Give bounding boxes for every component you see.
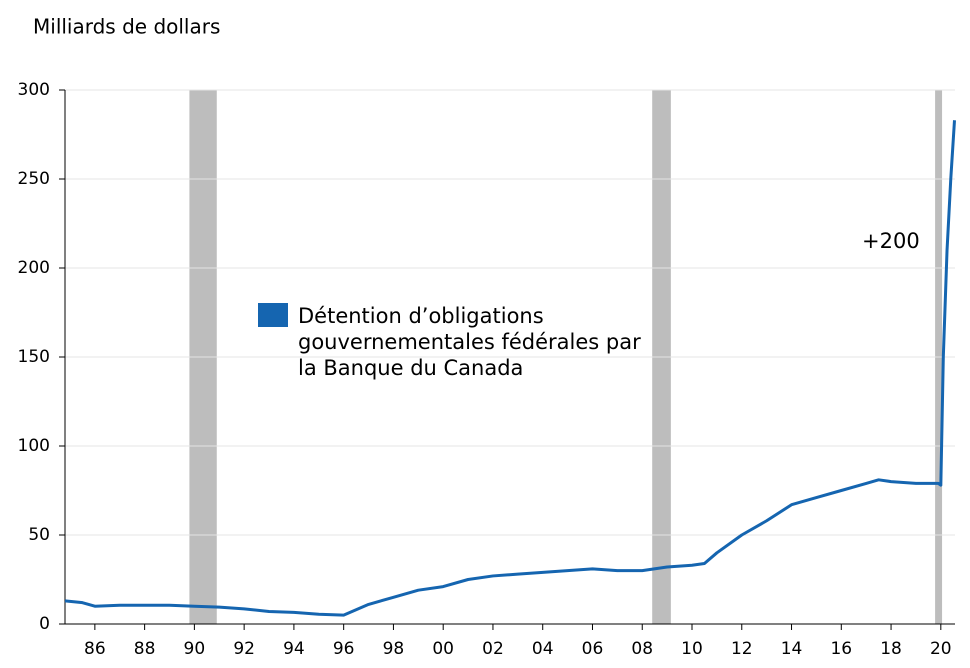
- x-tick-label: 06: [582, 639, 604, 659]
- x-tick-label: 96: [333, 639, 355, 659]
- y-tick-label: 150: [18, 347, 50, 367]
- y-axis-label: Milliards de dollars: [33, 15, 220, 39]
- x-tick-label: 14: [781, 639, 803, 659]
- legend-label: Détention d’obligations gouvernementales…: [298, 304, 641, 380]
- y-tick-label: 200: [18, 258, 50, 278]
- y-tick-label: 100: [18, 436, 50, 456]
- y-tick-label: 0: [39, 614, 50, 634]
- x-tick-label: 00: [432, 639, 454, 659]
- x-tick-label: 04: [532, 639, 554, 659]
- x-tick-label: 98: [383, 639, 405, 659]
- series-line: [64, 120, 956, 617]
- x-tick-label: 18: [880, 639, 902, 659]
- annotation: +200: [862, 229, 920, 253]
- x-tick-label: 10: [681, 639, 703, 659]
- legend: Détention d’obligations gouvernementales…: [258, 303, 658, 381]
- x-tick-label: 92: [233, 639, 255, 659]
- y-tick-label: 300: [18, 80, 50, 100]
- y-tick-label: 50: [28, 525, 50, 545]
- x-tick-label: 08: [631, 639, 653, 659]
- legend-swatch: [258, 303, 288, 327]
- x-tick-label: 12: [731, 639, 753, 659]
- y-tick-label: 250: [18, 169, 50, 189]
- x-tick-label: 16: [830, 639, 852, 659]
- x-tick-label: 20: [930, 639, 952, 659]
- x-tick-label: 94: [283, 639, 305, 659]
- x-tick-label: 02: [482, 639, 504, 659]
- x-tick-label: 86: [84, 639, 106, 659]
- x-tick-label: 90: [184, 639, 206, 659]
- x-tick-label: 88: [134, 639, 156, 659]
